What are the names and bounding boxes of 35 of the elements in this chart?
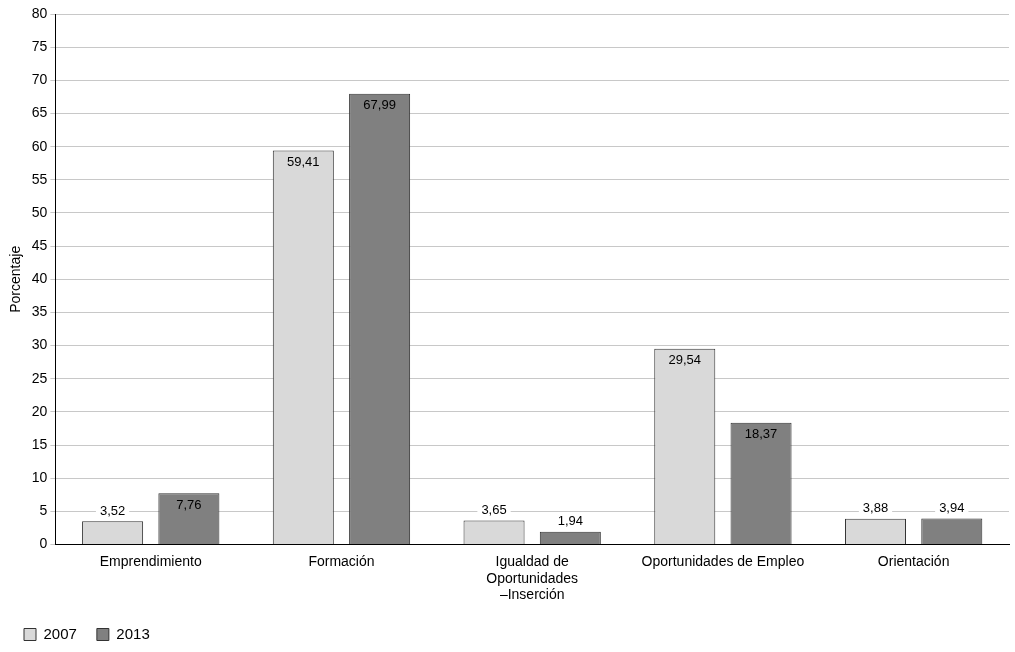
y-tick-label: 40 [31, 270, 48, 287]
data-label: 59,41 [287, 154, 320, 170]
y-tick-label: 80 [31, 4, 48, 21]
y-tick-label: 35 [31, 303, 48, 320]
y-tick-label: 55 [31, 170, 48, 187]
y-tick-label: 0 [39, 535, 48, 552]
data-label: 3,94 [939, 500, 965, 516]
y-tick-label: 45 [31, 237, 48, 253]
y-tick-label: 60 [31, 137, 48, 154]
x-tick-label: Igualdad de Oportunidades –Inserción [486, 552, 579, 603]
x-tick-label: Orientación [877, 552, 950, 569]
x-tick-label: Emprendimiento [99, 552, 202, 569]
y-tick-label: 75 [31, 38, 48, 55]
x-tick-label: Formación [308, 552, 375, 569]
y-tick-label: 20 [31, 402, 48, 419]
data-label: 3,88 [862, 500, 889, 516]
x-tick-label: Oportunidades de Empleo [641, 552, 805, 569]
y-tick-label: 15 [31, 435, 48, 452]
y-axis-title: Porcentaje [7, 245, 24, 313]
data-label: 3,65 [481, 501, 507, 517]
y-tick-label: 25 [31, 369, 48, 386]
legend-label: 2007 [43, 624, 77, 642]
y-tick-label: 5 [39, 502, 48, 519]
data-label: 29,54 [668, 352, 702, 368]
y-tick-label: 30 [31, 336, 48, 353]
y-tick-label: 70 [31, 71, 48, 88]
data-label: 7,76 [176, 496, 202, 512]
data-label: 18,37 [744, 426, 778, 442]
legend-label: 2013 [116, 624, 150, 642]
y-tick-label: 65 [31, 104, 48, 121]
data-label: 1,94 [557, 513, 583, 529]
y-tick-label: 50 [31, 203, 48, 220]
y-tick-label: 10 [31, 469, 48, 486]
data-label: 3,52 [99, 502, 126, 518]
data-label: 67,99 [363, 97, 396, 113]
